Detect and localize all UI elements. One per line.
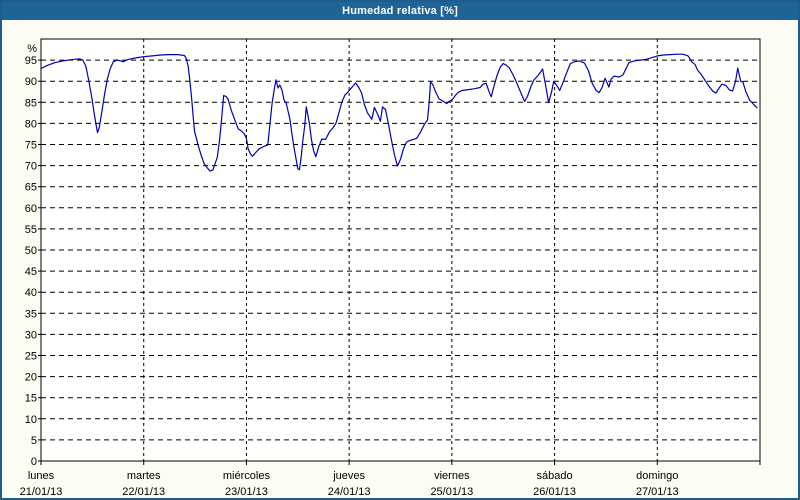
x-day-label: sábado <box>537 470 573 482</box>
y-tick-label: 80 <box>25 118 37 130</box>
y-tick-label: 15 <box>25 393 37 405</box>
y-tick-label: 65 <box>25 182 37 194</box>
y-tick-label: 25 <box>25 351 37 363</box>
y-tick-label: 60 <box>25 203 37 215</box>
y-tick-label: 95 <box>25 55 37 67</box>
y-tick-label: 70 <box>25 161 37 173</box>
x-day-label: lunes <box>28 470 55 482</box>
y-tick-label: 20 <box>25 372 37 384</box>
plot-frame <box>40 38 761 462</box>
y-tick-label: 10 <box>25 414 37 426</box>
y-tick-label: 55 <box>25 224 37 236</box>
y-tick-label: 35 <box>25 308 37 320</box>
y-tick-label: 30 <box>25 329 37 341</box>
x-date-label: 21/01/13 <box>20 486 63 498</box>
y-tick-label: 90 <box>25 76 37 88</box>
x-date-label: 26/01/13 <box>533 486 576 498</box>
x-day-label: viernes <box>434 470 470 482</box>
y-tick-label: 0 <box>31 456 37 468</box>
x-day-label: martes <box>127 470 161 482</box>
title-bar: Humedad relativa [%] <box>2 2 798 20</box>
y-tick-label: 5 <box>31 435 37 447</box>
plot-background <box>41 39 760 461</box>
y-tick-label: 40 <box>25 287 37 299</box>
humidity-line <box>40 53 758 172</box>
x-day-label: miércoles <box>223 470 271 482</box>
chart-title: Humedad relativa [%] <box>342 5 458 17</box>
x-date-label: 24/01/13 <box>328 486 371 498</box>
x-day-label: domingo <box>636 470 678 482</box>
x-date-label: 27/01/13 <box>636 486 679 498</box>
x-day-label: jueves <box>332 470 365 482</box>
y-tick-label: 50 <box>25 245 37 257</box>
x-date-label: 23/01/13 <box>225 486 268 498</box>
y-tick-label: 45 <box>25 266 37 278</box>
x-date-label: 22/01/13 <box>122 486 165 498</box>
y-tick-label: 85 <box>25 97 37 109</box>
y-tick-label: 75 <box>25 140 37 152</box>
x-date-label: 25/01/13 <box>430 486 473 498</box>
y-axis-unit-label: % <box>27 43 37 55</box>
